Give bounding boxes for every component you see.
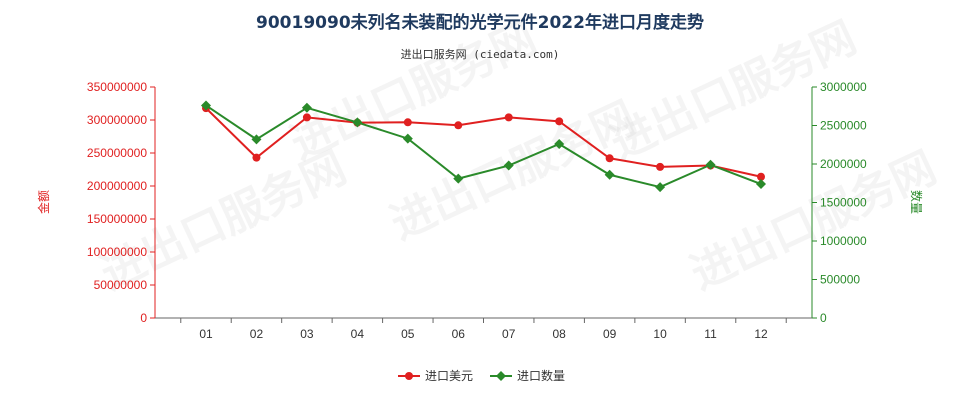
left-tick-label: 50000000 [94,278,148,292]
data-point-quantity [503,160,514,171]
right-tick-label: 1000000 [820,234,867,248]
x-tick-label: 10 [653,327,667,341]
right-tick-label: 0 [820,311,827,325]
left-tick-label: 100000000 [87,245,147,259]
series-line-1 [205,107,762,178]
data-point-quantity [251,134,262,145]
x-tick-label: 07 [502,327,516,341]
legend-marker [405,372,413,380]
x-tick-label: 09 [603,327,617,341]
chart-title: 90019090未列名未装配的光学元件2022年进口月度走势 [256,12,704,33]
x-axis-ticks: 01 02 03 04 05 06 07 08 09 10 11 12 [180,318,787,341]
legend-label: 进口美元 [425,369,473,383]
data-point-amount [555,117,564,126]
data-point-quantity [705,159,716,170]
data-point-amount [656,162,665,171]
legend-label: 进口数量 [517,368,565,383]
x-tick-label: 03 [300,327,314,341]
data-point-quantity [604,169,615,180]
data-point-quantity [554,138,565,149]
data-point-amount [757,172,765,181]
left-tick-label: 350000000 [87,80,147,94]
data-point-amount [403,118,412,127]
data-point-quantity [301,102,312,113]
data-point-amount [504,113,513,122]
left-tick-label: 150000000 [87,212,147,226]
legend-item-2[interactable]: 进口数量 [490,368,565,383]
left-tick-label: 250000000 [87,146,147,160]
chart-subtitle: 进出口服务网 (ciedata.com) [401,47,560,61]
right-tick-label: 1500000 [820,196,867,210]
right-tick-label: 3000000 [820,80,867,94]
x-tick-label: 02 [250,327,264,341]
x-tick-label: 05 [401,327,415,341]
series-line-2 [205,104,762,189]
left-axis-ticks: 0 50000000 100000000 150000000 200000000 2500… [87,80,155,325]
data-point-amount [605,154,614,163]
data-point-amount [454,121,463,130]
series-layer [201,100,766,193]
right-axis-ticks: 0 500000 1000000 1500000 2000000 2500000 30000… [812,80,867,325]
x-tick-label: 01 [199,327,213,341]
legend-item-1[interactable]: 进口美元 [398,369,473,383]
data-point-quantity [453,173,464,184]
x-tick-label: 11 [704,327,717,341]
x-tick-label: 12 [754,327,768,341]
right-tick-label: 2500000 [820,119,867,133]
data-point-quantity [655,182,666,193]
watermark-text: 进出口服务网 [683,142,944,300]
data-point-quantity [402,133,413,144]
data-point-quantity [352,117,363,128]
right-tick-label: 500000 [820,273,860,287]
data-point-amount [252,153,261,162]
x-tick-label: 06 [452,327,466,341]
left-tick-label: 300000000 [87,113,147,127]
data-point-amount [302,113,311,122]
right-tick-label: 2000000 [820,157,867,171]
left-axis-label: 金额 [36,190,51,214]
data-point-quantity [201,100,211,111]
data-point-quantity [756,179,766,190]
left-tick-label: 200000000 [87,179,147,193]
right-axis-label: 数量 [909,190,924,214]
left-tick-label: 0 [140,311,147,325]
x-tick-label: 08 [553,327,567,341]
x-tick-label: 04 [351,327,365,341]
legend-marker [496,371,506,381]
legend: 进口美元 进口数量 [398,368,565,383]
